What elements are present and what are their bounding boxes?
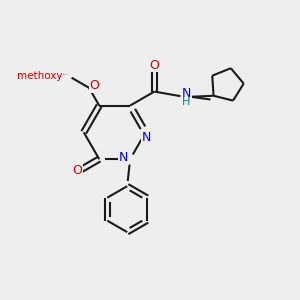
Text: H: H bbox=[182, 97, 190, 107]
Text: O: O bbox=[72, 164, 82, 177]
Text: O: O bbox=[89, 80, 99, 92]
Text: O: O bbox=[149, 58, 159, 72]
Text: N: N bbox=[182, 87, 191, 100]
Text: N: N bbox=[142, 131, 151, 144]
Text: methoxy: methoxy bbox=[63, 74, 69, 75]
Text: methoxy: methoxy bbox=[17, 71, 63, 81]
Text: N: N bbox=[119, 151, 128, 164]
